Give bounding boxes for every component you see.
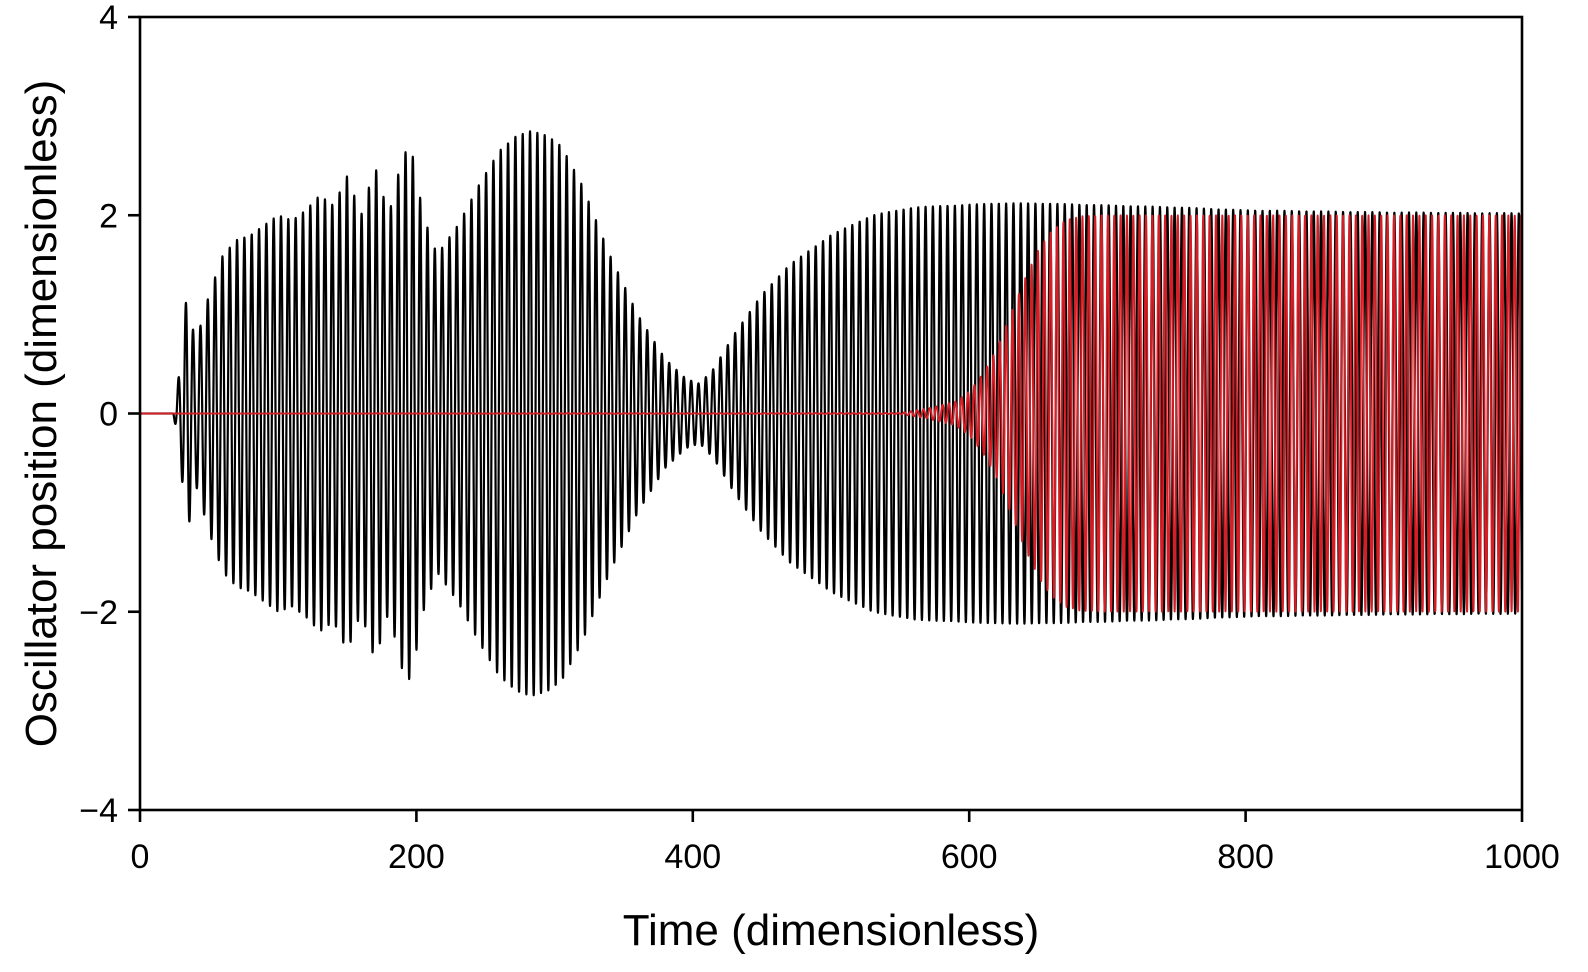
- x-tick-label: 1000: [1484, 838, 1560, 876]
- y-tick-label: −4: [79, 792, 118, 830]
- x-axis-title: Time (dimensionless): [623, 906, 1039, 955]
- x-tick-label: 800: [1217, 838, 1274, 876]
- y-tick-label: −2: [79, 594, 118, 632]
- tick-layer: 0 200 400 600 800 1000 4 2 0 −2 −4: [79, 0, 1560, 876]
- y-tick-label: 2: [99, 197, 118, 235]
- series-line-black: [139, 130, 1524, 697]
- x-tick-label: 200: [388, 838, 445, 876]
- x-tick-label: 0: [131, 838, 150, 876]
- y-tick-label: 4: [99, 0, 118, 37]
- x-tick-label: 600: [941, 838, 998, 876]
- series-layer: [139, 130, 1524, 697]
- y-axis-title: Oscillator position (dimensionless): [17, 80, 66, 748]
- y-tick-label: 0: [99, 396, 118, 434]
- x-tick-label: 400: [664, 838, 721, 876]
- series-line-red: [139, 214, 1523, 613]
